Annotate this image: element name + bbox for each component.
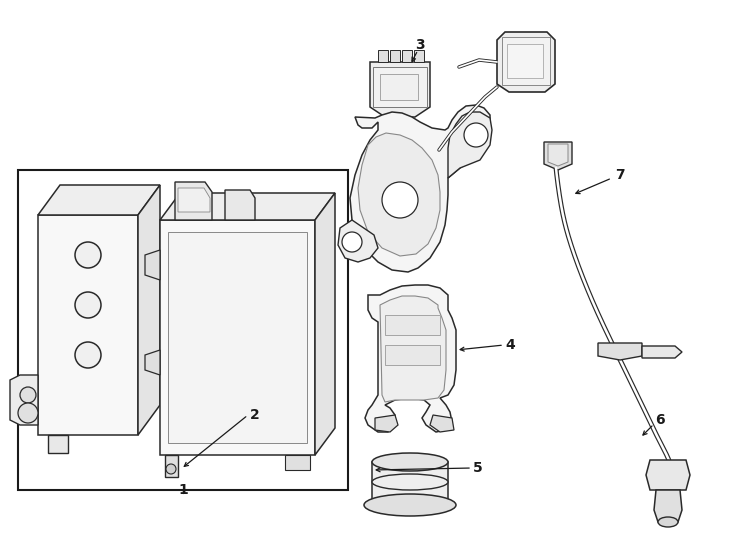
Circle shape bbox=[18, 403, 38, 423]
Bar bbox=[373, 67, 427, 107]
Polygon shape bbox=[370, 62, 430, 117]
Ellipse shape bbox=[372, 474, 448, 490]
Circle shape bbox=[20, 387, 36, 403]
Polygon shape bbox=[178, 188, 210, 212]
Polygon shape bbox=[285, 455, 310, 470]
Polygon shape bbox=[375, 415, 398, 432]
Polygon shape bbox=[338, 220, 378, 262]
Circle shape bbox=[75, 242, 101, 268]
Text: 1: 1 bbox=[178, 483, 188, 497]
Bar bbox=[502, 37, 550, 85]
Polygon shape bbox=[175, 182, 212, 220]
Bar bbox=[18, 170, 348, 490]
Polygon shape bbox=[145, 350, 160, 375]
Polygon shape bbox=[430, 415, 454, 432]
Polygon shape bbox=[646, 460, 690, 490]
Text: 3: 3 bbox=[415, 38, 425, 52]
Circle shape bbox=[75, 342, 101, 368]
Polygon shape bbox=[380, 296, 446, 402]
Polygon shape bbox=[138, 185, 160, 435]
Ellipse shape bbox=[658, 517, 678, 527]
Polygon shape bbox=[48, 435, 68, 453]
Polygon shape bbox=[38, 185, 160, 215]
Polygon shape bbox=[225, 190, 255, 220]
Polygon shape bbox=[145, 250, 160, 280]
Polygon shape bbox=[448, 112, 492, 178]
Circle shape bbox=[382, 182, 418, 218]
Text: 7: 7 bbox=[615, 168, 625, 182]
Polygon shape bbox=[544, 142, 572, 170]
Bar bbox=[38, 215, 138, 435]
Polygon shape bbox=[497, 32, 555, 92]
Polygon shape bbox=[160, 193, 335, 220]
Polygon shape bbox=[10, 375, 38, 425]
Bar bbox=[168, 232, 307, 443]
Bar bbox=[160, 220, 315, 455]
Bar bbox=[507, 44, 543, 78]
Bar bbox=[385, 345, 440, 365]
Polygon shape bbox=[548, 144, 568, 166]
Polygon shape bbox=[350, 105, 490, 272]
Text: 6: 6 bbox=[655, 413, 665, 427]
Polygon shape bbox=[165, 455, 178, 477]
Ellipse shape bbox=[364, 494, 456, 516]
Polygon shape bbox=[378, 50, 388, 62]
Polygon shape bbox=[414, 50, 424, 62]
Polygon shape bbox=[365, 285, 456, 432]
Polygon shape bbox=[598, 343, 642, 360]
Circle shape bbox=[75, 292, 101, 318]
Polygon shape bbox=[642, 346, 682, 358]
Ellipse shape bbox=[372, 453, 448, 471]
Text: 4: 4 bbox=[505, 338, 515, 352]
Text: 5: 5 bbox=[473, 461, 483, 475]
Bar bbox=[385, 315, 440, 335]
Circle shape bbox=[342, 232, 362, 252]
Circle shape bbox=[166, 464, 176, 474]
Polygon shape bbox=[402, 50, 412, 62]
Bar bbox=[380, 74, 418, 100]
Polygon shape bbox=[358, 133, 440, 256]
Polygon shape bbox=[654, 490, 682, 525]
Text: 2: 2 bbox=[250, 408, 260, 422]
Polygon shape bbox=[372, 462, 448, 508]
Circle shape bbox=[464, 123, 488, 147]
Polygon shape bbox=[390, 50, 400, 62]
Polygon shape bbox=[315, 193, 335, 455]
